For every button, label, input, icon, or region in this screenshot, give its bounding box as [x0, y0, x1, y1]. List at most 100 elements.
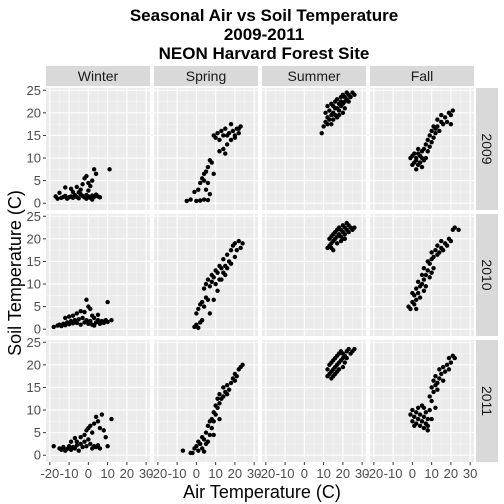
- data-point: [419, 164, 425, 170]
- data-point: [429, 416, 434, 422]
- data-point: [217, 416, 222, 422]
- data-point: [76, 448, 81, 453]
- y-tick-label: 20: [27, 357, 41, 372]
- data-point: [440, 247, 446, 253]
- panel-points: [319, 90, 357, 136]
- y-tick-label: 15: [27, 128, 41, 143]
- x-tick-label: 10: [100, 466, 114, 481]
- data-point: [334, 241, 340, 246]
- data-point: [433, 247, 438, 253]
- data-point: [423, 142, 429, 147]
- panel-2011-spring: [154, 340, 258, 462]
- data-point: [213, 412, 218, 417]
- facet-label-spring: Spring: [186, 68, 226, 84]
- data-point: [419, 419, 425, 424]
- data-point: [84, 317, 89, 323]
- data-point: [342, 232, 348, 237]
- data-point: [78, 441, 83, 447]
- data-point: [334, 369, 340, 374]
- y-tick-label: 10: [27, 403, 41, 418]
- data-point: [444, 119, 450, 125]
- x-tick-label: -20: [40, 466, 59, 481]
- data-point: [82, 309, 87, 315]
- data-point: [433, 130, 438, 136]
- data-point: [414, 158, 419, 163]
- data-point: [442, 369, 448, 374]
- data-point: [78, 322, 83, 327]
- data-point: [76, 317, 81, 322]
- data-point: [440, 378, 446, 383]
- panel-2009-spring: [154, 88, 258, 210]
- x-axis-title: Air Temperature (C): [183, 482, 341, 502]
- data-point: [435, 380, 440, 386]
- data-point: [332, 106, 338, 111]
- data-point: [450, 108, 456, 113]
- data-point: [91, 167, 97, 172]
- x-tick-label: 20: [336, 466, 350, 481]
- data-point: [86, 437, 91, 442]
- data-point: [452, 355, 457, 361]
- data-point: [323, 110, 328, 116]
- chart-title-line-3: NEON Harvard Forest Site: [159, 44, 370, 63]
- data-point: [421, 405, 427, 410]
- data-point: [414, 286, 419, 291]
- x-tick-label: 10: [208, 466, 222, 481]
- data-point: [427, 144, 432, 149]
- data-point: [66, 443, 72, 449]
- data-point: [211, 297, 216, 303]
- x-tick-label: 30: [355, 466, 369, 481]
- data-point: [327, 108, 332, 113]
- panel-points: [325, 346, 357, 381]
- data-point: [198, 180, 203, 186]
- data-point: [205, 277, 211, 282]
- data-point: [194, 311, 199, 316]
- data-point: [425, 428, 430, 433]
- panel-grid: [46, 340, 150, 462]
- data-point: [180, 448, 186, 453]
- data-point: [331, 117, 336, 122]
- data-point: [437, 367, 442, 372]
- data-point: [223, 272, 228, 278]
- data-point: [201, 286, 207, 291]
- data-point: [421, 425, 427, 431]
- data-point: [408, 306, 413, 312]
- data-point: [448, 112, 454, 118]
- data-point: [221, 146, 226, 152]
- data-point: [203, 281, 209, 287]
- data-point: [228, 261, 234, 266]
- data-point: [437, 250, 442, 255]
- data-point: [84, 196, 89, 201]
- x-tick-label: -20: [364, 466, 383, 481]
- data-point: [236, 238, 241, 244]
- data-point: [234, 373, 240, 379]
- data-point: [410, 419, 415, 424]
- data-point: [211, 133, 216, 138]
- data-point: [329, 245, 334, 251]
- data-point: [448, 360, 454, 365]
- data-point: [435, 243, 440, 248]
- panel-grid: [262, 88, 366, 210]
- panel-points: [192, 238, 245, 331]
- x-tick-label: -20: [148, 466, 167, 481]
- panel-points: [180, 362, 245, 456]
- data-point: [346, 99, 351, 104]
- data-point: [199, 446, 205, 451]
- data-point: [84, 297, 89, 303]
- data-point: [95, 317, 101, 323]
- x-tick-label: 30: [139, 466, 153, 481]
- x-tick-label: 0: [85, 466, 92, 481]
- data-point: [97, 446, 103, 451]
- data-point: [429, 128, 434, 134]
- data-point: [82, 439, 87, 444]
- data-point: [236, 130, 241, 136]
- data-point: [190, 450, 195, 456]
- panel-2010-winter: [46, 214, 150, 336]
- data-point: [215, 288, 220, 294]
- data-point: [66, 314, 72, 319]
- data-point: [217, 392, 222, 397]
- panel-points: [51, 297, 114, 330]
- data-point: [215, 270, 220, 275]
- data-point: [192, 189, 197, 195]
- data-point: [423, 272, 429, 278]
- data-point: [437, 376, 442, 381]
